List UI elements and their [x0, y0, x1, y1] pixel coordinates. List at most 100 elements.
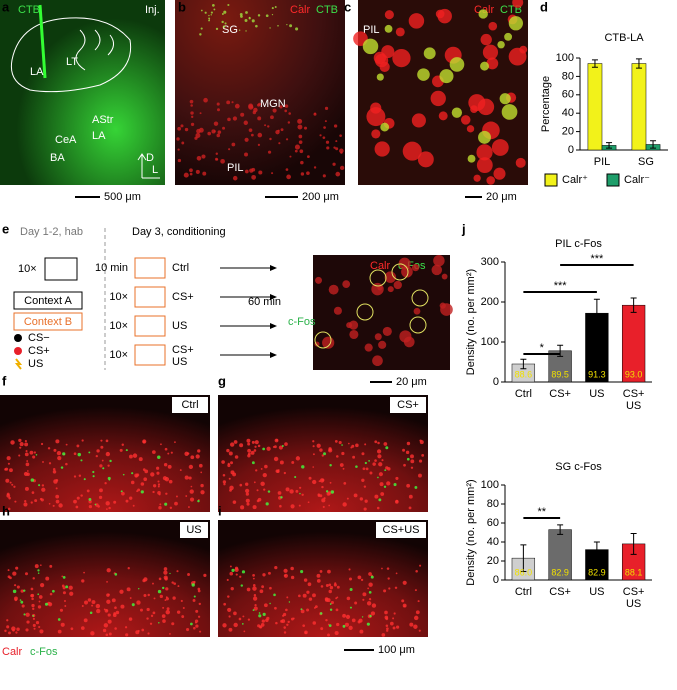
cell	[269, 586, 272, 590]
cell	[100, 445, 104, 449]
cell	[245, 488, 250, 493]
cell	[346, 497, 349, 500]
cell	[328, 284, 339, 295]
cell	[266, 446, 271, 451]
cell	[230, 586, 234, 591]
label: Day 3, conditioning	[132, 226, 226, 238]
cell	[366, 622, 370, 626]
cell	[165, 597, 169, 601]
y-axis-label: Density (no. per mm²)	[465, 269, 477, 375]
cell	[180, 124, 184, 128]
cell	[336, 455, 339, 458]
cell	[107, 593, 110, 596]
cell	[289, 24, 293, 28]
cell	[38, 595, 43, 599]
cell	[286, 596, 289, 599]
cell	[200, 483, 204, 488]
cell	[126, 587, 131, 592]
cell	[362, 38, 379, 55]
y-tick-label: 60	[487, 517, 499, 529]
error-bar	[630, 532, 637, 555]
cell	[381, 633, 386, 637]
cell	[252, 596, 258, 601]
label-box	[376, 522, 426, 538]
cell	[384, 615, 389, 620]
cell	[240, 15, 243, 18]
cell	[32, 455, 36, 459]
cell	[106, 580, 108, 583]
cell	[37, 572, 40, 574]
cell	[244, 152, 249, 157]
cell	[95, 603, 101, 609]
cell	[234, 103, 240, 109]
cell	[15, 631, 18, 634]
cell	[32, 607, 35, 611]
cell	[37, 593, 40, 596]
cell	[9, 468, 13, 473]
cell	[105, 633, 109, 637]
cell	[9, 481, 12, 484]
cell	[295, 489, 299, 493]
cell	[327, 569, 331, 574]
cell	[231, 568, 235, 573]
cell	[329, 481, 332, 484]
cell	[13, 485, 16, 488]
cell	[334, 630, 339, 636]
legend-swatch	[606, 173, 620, 187]
cell	[267, 150, 272, 154]
cell	[376, 449, 382, 454]
cell	[107, 613, 111, 617]
y-tick-label: 200	[481, 296, 499, 308]
cell	[259, 589, 264, 594]
cell	[363, 485, 367, 488]
panel-letter: j	[461, 221, 466, 236]
cell	[301, 493, 304, 496]
cell	[376, 73, 384, 81]
cell	[244, 19, 248, 22]
cell	[150, 472, 155, 477]
cell	[222, 25, 226, 28]
cell	[76, 496, 80, 500]
cell	[279, 504, 282, 508]
cell	[147, 593, 150, 597]
cell	[24, 572, 29, 576]
cell	[383, 442, 388, 446]
bar-label: 91.3	[588, 369, 606, 379]
cell	[163, 462, 168, 467]
cell	[369, 471, 373, 475]
panel-letter: e	[2, 221, 9, 236]
cell	[132, 453, 138, 458]
cell	[395, 27, 405, 37]
label: 10×	[109, 349, 128, 361]
cell	[335, 608, 339, 612]
cell	[91, 604, 94, 607]
cell	[137, 629, 140, 633]
cell	[7, 462, 10, 465]
cell	[163, 575, 168, 580]
cell	[247, 452, 251, 456]
cell	[60, 466, 64, 469]
cell	[32, 614, 35, 617]
cell	[325, 490, 329, 493]
cell	[306, 155, 310, 159]
cell	[419, 564, 422, 567]
cell	[368, 459, 370, 462]
cell	[30, 501, 33, 504]
cell	[5, 478, 10, 483]
cell	[377, 454, 382, 459]
cell	[174, 441, 176, 444]
cell	[364, 443, 367, 446]
cell	[252, 586, 257, 591]
cell	[324, 597, 329, 601]
cell	[190, 622, 193, 626]
cell	[23, 613, 26, 616]
cell	[129, 597, 132, 599]
cell	[104, 608, 109, 613]
cell	[158, 577, 162, 581]
cell	[33, 451, 36, 454]
cell	[271, 7, 274, 10]
cell	[179, 469, 182, 472]
cell	[238, 29, 241, 31]
cell	[153, 484, 157, 488]
